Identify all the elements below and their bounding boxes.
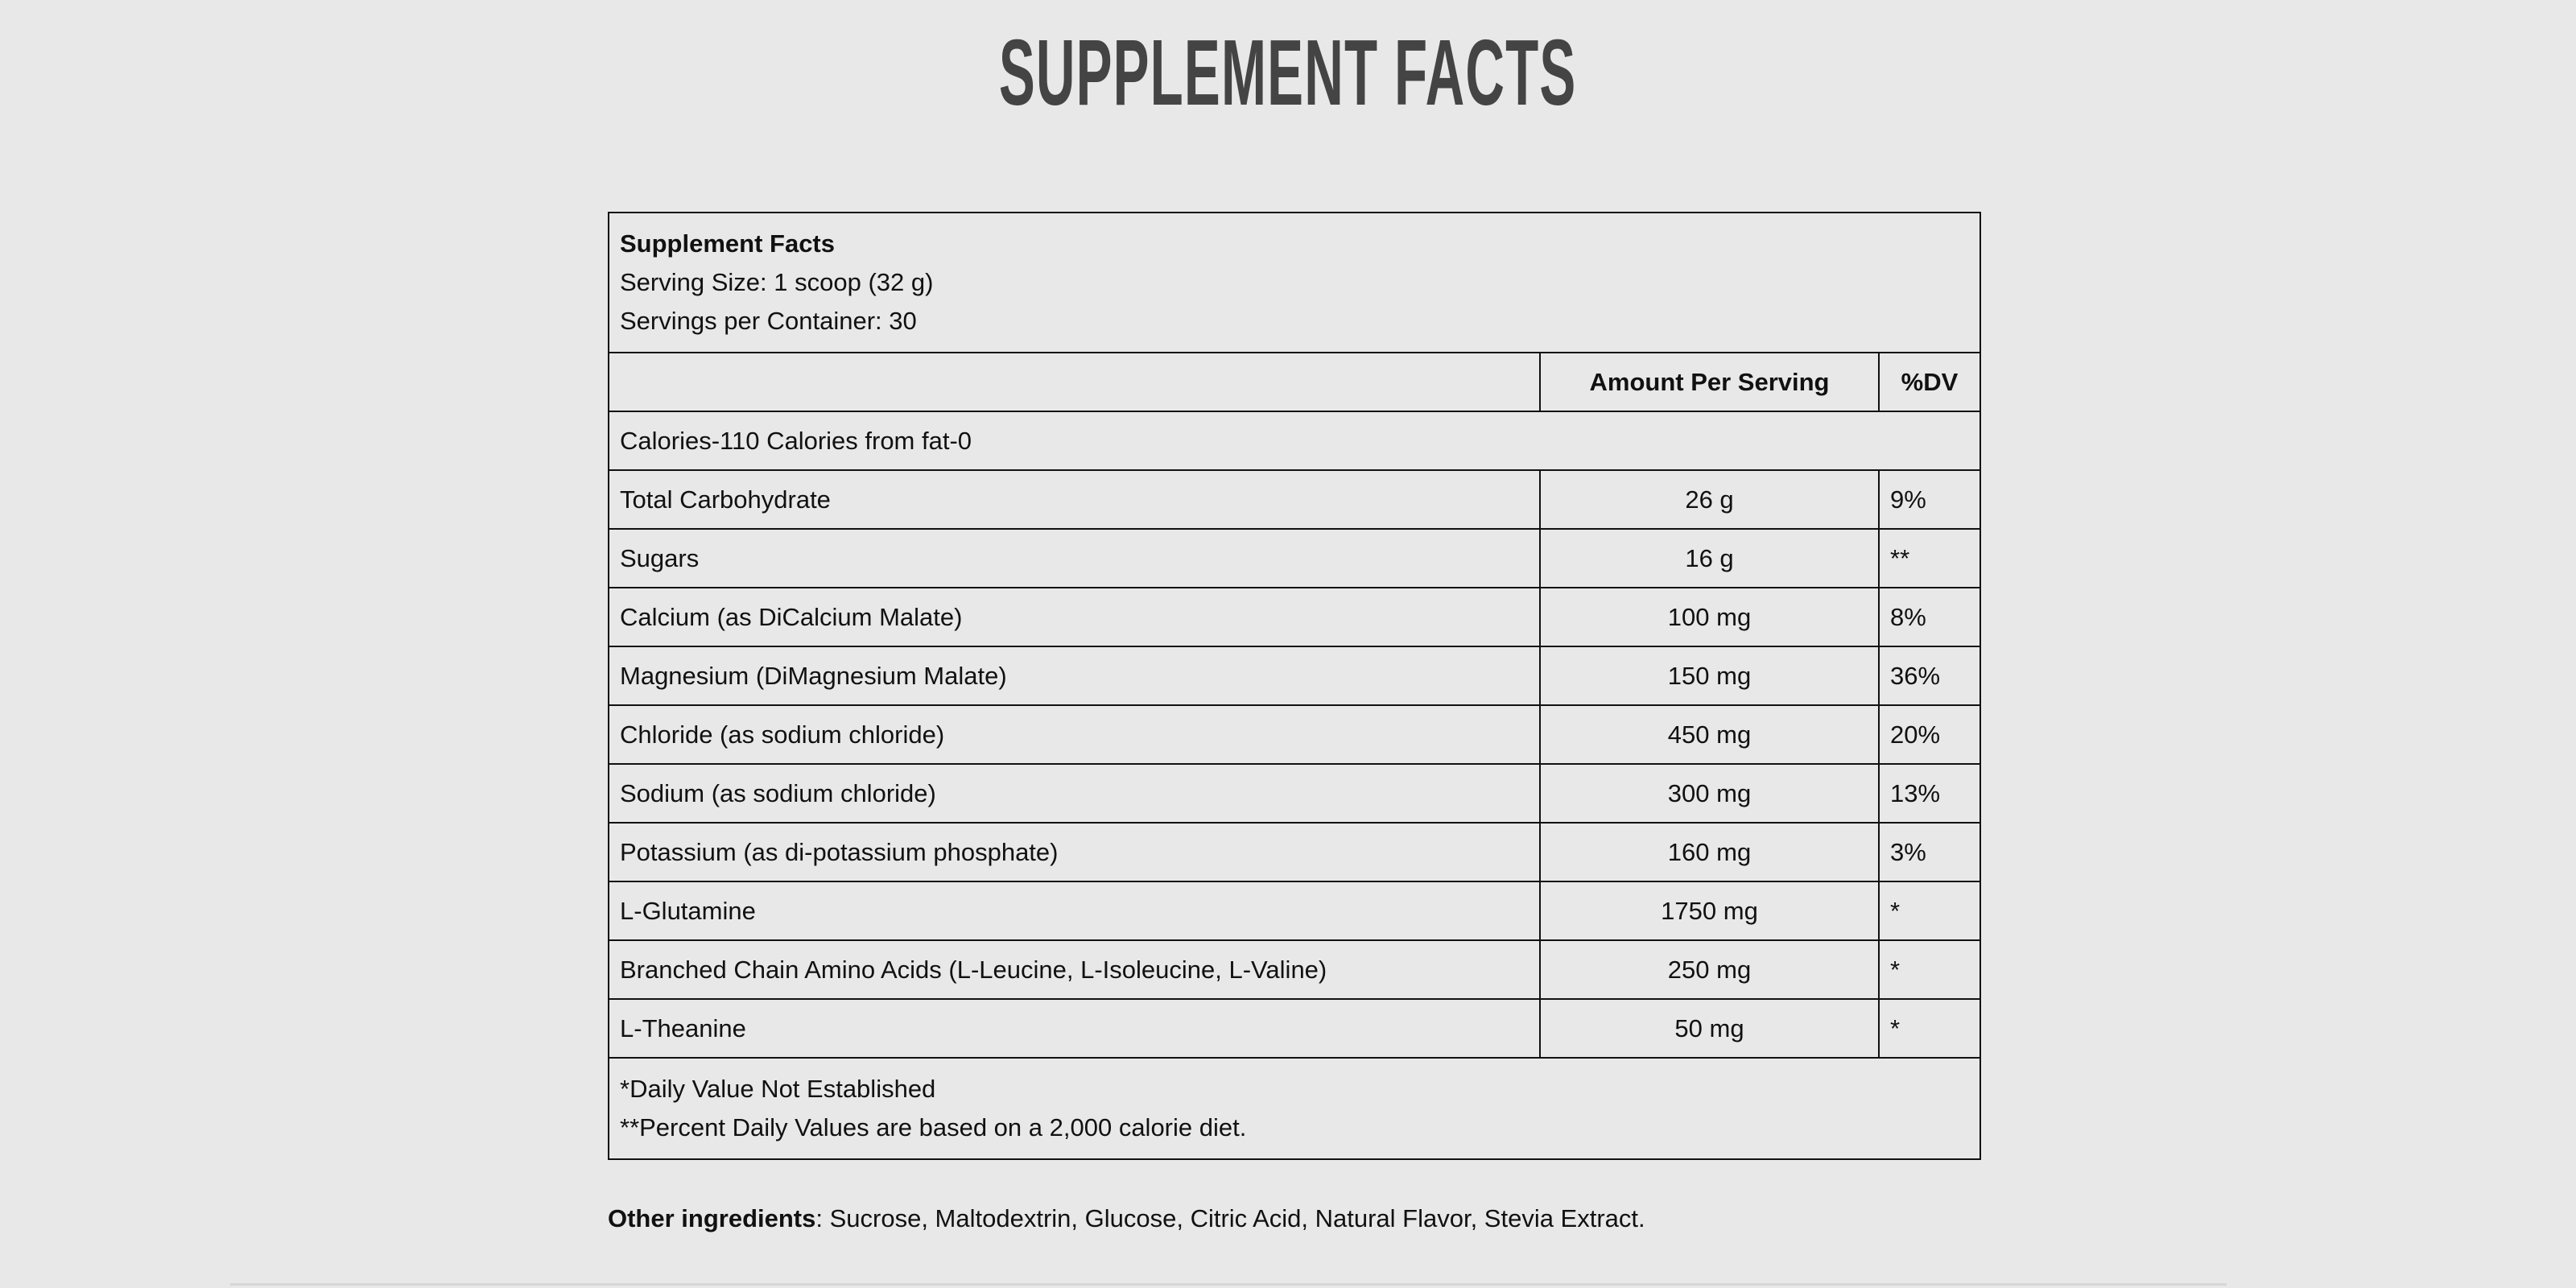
nutrient-dv: 20%: [1878, 704, 1981, 765]
nutrient-dv: **: [1878, 528, 1981, 588]
nutrient-dv: 8%: [1878, 587, 1981, 647]
nutrient-amount: 26 g: [1539, 469, 1880, 530]
serving-info-row: Supplement Facts Serving Size: 1 scoop (…: [608, 212, 1981, 353]
header-amount: Amount Per Serving: [1539, 352, 1880, 412]
header-blank: [608, 352, 1541, 412]
nutrient-dv: 36%: [1878, 646, 1981, 706]
supplement-facts-table: Supplement Facts Serving Size: 1 scoop (…: [608, 212, 1981, 1160]
nutrient-row: Sugars 16 g **: [608, 528, 1981, 588]
nutrient-amount: 300 mg: [1539, 763, 1880, 824]
nutrient-name: Sodium (as sodium chloride): [608, 763, 1541, 824]
nutrient-name: Total Carbohydrate: [608, 469, 1541, 530]
nutrient-amount: 50 mg: [1539, 998, 1880, 1059]
page-title: SUPPLEMENT FACTS: [0, 24, 2576, 121]
nutrient-row: Sodium (as sodium chloride) 300 mg 13%: [608, 763, 1981, 824]
nutrient-amount: 160 mg: [1539, 822, 1880, 882]
other-ingredients-text: : Sucrose, Maltodextrin, Glucose, Citric…: [815, 1204, 1645, 1232]
page-title-text: SUPPLEMENT FACTS: [999, 20, 1577, 125]
nutrient-name: Potassium (as di-potassium phosphate): [608, 822, 1541, 882]
calories-row: Calories-110 Calories from fat-0: [608, 411, 1981, 471]
column-header-row: Amount Per Serving %DV: [608, 352, 1981, 412]
nutrient-amount: 16 g: [1539, 528, 1880, 588]
footnote-1: *Daily Value Not Established: [620, 1075, 936, 1103]
nutrient-amount: 150 mg: [1539, 646, 1880, 706]
nutrient-name: Chloride (as sodium chloride): [608, 704, 1541, 765]
nutrient-dv: *: [1878, 998, 1981, 1059]
nutrient-amount: 100 mg: [1539, 587, 1880, 647]
other-ingredients-label: Other ingredients: [608, 1204, 816, 1232]
serving-info-cell: Supplement Facts Serving Size: 1 scoop (…: [608, 212, 1981, 353]
nutrient-row: Total Carbohydrate 26 g 9%: [608, 469, 1981, 530]
nutrient-dv: 9%: [1878, 469, 1981, 530]
footnote-row: *Daily Value Not Established **Percent Da…: [608, 1057, 1981, 1160]
nutrient-row: L-Theanine 50 mg *: [608, 998, 1981, 1059]
nutrient-row: Potassium (as di-potassium phosphate) 160…: [608, 822, 1981, 882]
label-heading: Supplement Facts: [620, 229, 835, 258]
nutrient-name: Branched Chain Amino Acids (L-Leucine, L…: [608, 939, 1541, 1000]
nutrient-dv: 13%: [1878, 763, 1981, 824]
nutrient-dv: 3%: [1878, 822, 1981, 882]
nutrient-name: Calcium (as DiCalcium Malate): [608, 587, 1541, 647]
footnote-cell: *Daily Value Not Established **Percent Da…: [608, 1057, 1981, 1160]
footnote-2: **Percent Daily Values are based on a 2,…: [620, 1113, 1247, 1141]
nutrient-row: Magnesium (DiMagnesium Malate) 150 mg 36%: [608, 646, 1981, 706]
nutrient-amount: 250 mg: [1539, 939, 1880, 1000]
nutrient-row: Calcium (as DiCalcium Malate) 100 mg 8%: [608, 587, 1981, 647]
header-dv: %DV: [1878, 352, 1981, 412]
nutrient-row: Chloride (as sodium chloride) 450 mg 20%: [608, 704, 1981, 765]
nutrient-name: L-Theanine: [608, 998, 1541, 1059]
nutrient-amount: 1750 mg: [1539, 881, 1880, 941]
calories-cell: Calories-110 Calories from fat-0: [608, 411, 1981, 471]
content-panel: [230, 0, 2227, 1286]
nutrient-dv: *: [1878, 881, 1981, 941]
nutrient-row: L-Glutamine 1750 mg *: [608, 881, 1981, 941]
nutrient-name: Magnesium (DiMagnesium Malate): [608, 646, 1541, 706]
nutrient-name: Sugars: [608, 528, 1541, 588]
nutrient-name: L-Glutamine: [608, 881, 1541, 941]
servings-per-container: Servings per Container: 30: [620, 307, 917, 335]
nutrient-row: Branched Chain Amino Acids (L-Leucine, L…: [608, 939, 1981, 1000]
serving-size: Serving Size: 1 scoop (32 g): [620, 268, 934, 296]
other-ingredients: Other ingredients: Sucrose, Maltodextrin…: [608, 1204, 1645, 1233]
nutrient-amount: 450 mg: [1539, 704, 1880, 765]
nutrient-dv: *: [1878, 939, 1981, 1000]
